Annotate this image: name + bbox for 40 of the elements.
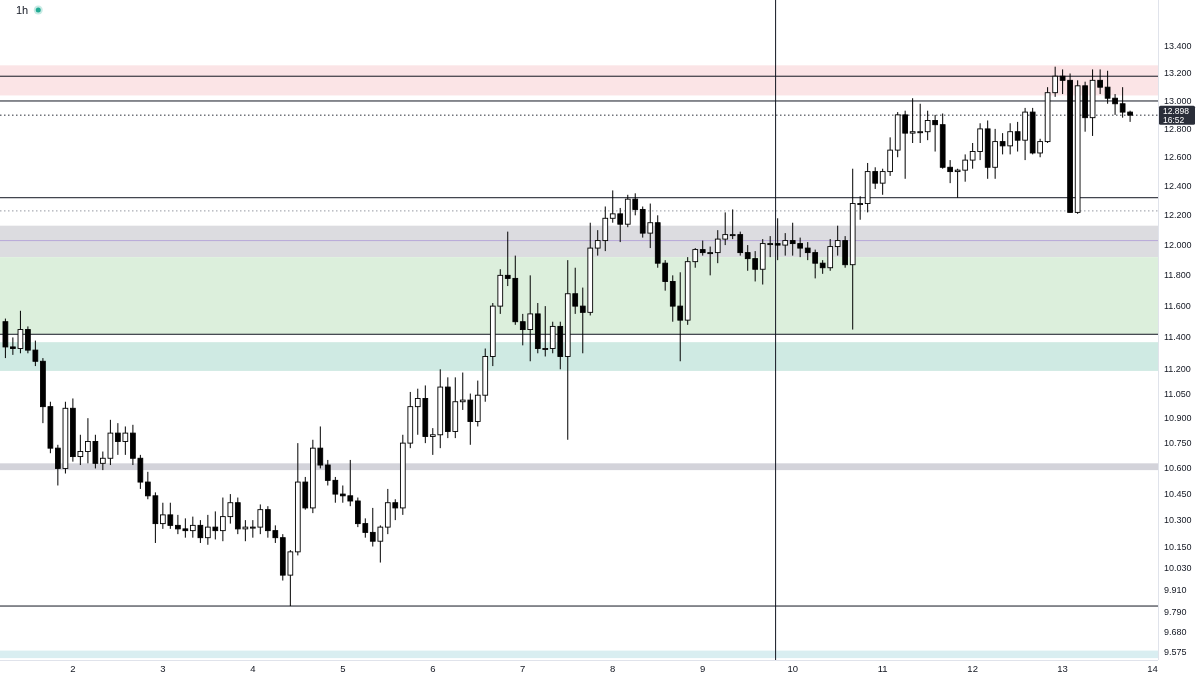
y-tick-label: 9.575 <box>1164 646 1187 657</box>
y-tick-label: 9.790 <box>1164 606 1187 617</box>
y-tick-label: 9.680 <box>1164 626 1187 637</box>
y-tick-label: 10.750 <box>1164 438 1192 449</box>
y-tick-label: 10.900 <box>1164 413 1192 424</box>
y-tick-label: 11.200 <box>1164 364 1191 375</box>
x-tick-label: 12 <box>967 662 978 674</box>
ref-line-label: 12.898 <box>1163 105 1190 116</box>
y-tick-label: 9.910 <box>1164 584 1187 595</box>
x-tick-label: 10 <box>787 662 798 674</box>
y-tick-label: 12.600 <box>1164 152 1192 163</box>
y-tick-label: 10.600 <box>1164 463 1192 474</box>
y-tick-label: 11.600 <box>1164 301 1191 312</box>
x-tick-label: 8 <box>610 662 616 674</box>
y-tick-label: 11.800 <box>1164 270 1191 281</box>
y-tick-label: 13.000 <box>1164 95 1192 106</box>
y-tick-label: 11.400 <box>1164 332 1191 343</box>
y-tick-label: 12.800 <box>1164 123 1192 134</box>
y-tick-label: 12.000 <box>1164 240 1192 251</box>
x-tick-label: 14 <box>1147 662 1158 674</box>
text: 16:52 <box>1163 114 1185 125</box>
y-tick-label: 10.150 <box>1164 541 1192 552</box>
x-tick-label: 3 <box>160 662 166 674</box>
y-tick-label: 11.050 <box>1164 388 1191 399</box>
y-tick-label: 13.200 <box>1164 68 1192 79</box>
x-tick-label: 5 <box>340 662 346 674</box>
y-tick-label: 12.200 <box>1164 210 1192 221</box>
y-tick-label: 13.400 <box>1164 41 1192 52</box>
x-tick-label: 13 <box>1057 662 1068 674</box>
y-tick-label: 10.030 <box>1164 562 1192 573</box>
x-tick-label: 2 <box>70 662 76 674</box>
x-tick-label: 4 <box>250 662 256 674</box>
x-tick-label: 9 <box>700 662 706 674</box>
chart-title: 1h <box>16 4 29 16</box>
y-tick-label: 12.400 <box>1164 181 1192 192</box>
x-tick-label: 11 <box>877 662 888 674</box>
x-tick-label: 6 <box>430 662 436 674</box>
y-tick-label: 10.300 <box>1164 515 1192 526</box>
x-tick-label: 7 <box>520 662 526 674</box>
y-tick-label: 10.450 <box>1164 489 1192 500</box>
